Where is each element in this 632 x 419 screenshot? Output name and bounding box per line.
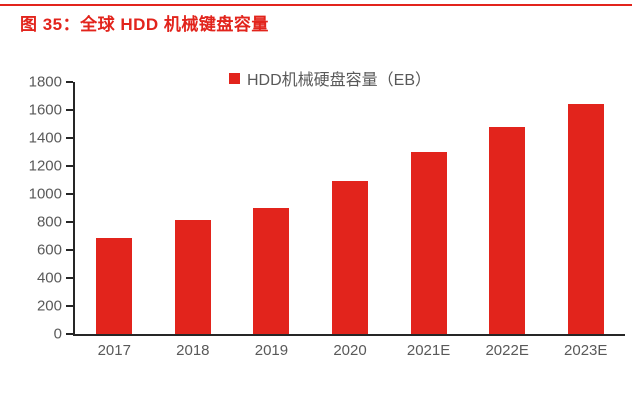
bar-2018 <box>174 219 211 334</box>
y-tick-mark <box>66 81 73 83</box>
y-tick-mark <box>66 165 73 167</box>
y-tick-label: 400 <box>36 269 62 287</box>
y-tick-mark <box>66 221 73 223</box>
x-tick-label-2020: 2020 <box>333 342 367 359</box>
y-tick-label: 1800 <box>28 73 62 91</box>
bar-2017 <box>96 238 133 334</box>
y-axis-labels: 0 200 400 600 800 1000 1200 1400 1600 1800 <box>0 75 62 342</box>
x-tick-label-2022E: 2022E <box>485 342 529 359</box>
legend-swatch-icon <box>228 72 240 84</box>
y-tick-label: 1200 <box>28 157 62 175</box>
x-tick-label-2021E: 2021E <box>406 342 451 359</box>
x-axis-labels: 2017 2018 2019 2020 2021E 2022E 2023E <box>75 343 625 361</box>
y-tick-mark <box>66 193 73 195</box>
y-tick-label: 800 <box>36 213 62 231</box>
x-tick-label-2023E: 2023E <box>564 342 608 359</box>
y-tick-mark <box>66 137 73 139</box>
bar-2023E <box>567 103 604 334</box>
y-tick-mark <box>66 333 73 335</box>
bar-2019 <box>253 208 290 334</box>
y-tick-label: 0 <box>53 325 62 343</box>
chart-legend: HDD机械硬盘容量（EB） <box>55 68 605 89</box>
x-tick-label-2018: 2018 <box>176 342 210 359</box>
y-tick-label: 1400 <box>28 129 62 147</box>
x-tick-label-2017: 2017 <box>97 342 131 359</box>
y-tick-label: 600 <box>36 241 62 259</box>
y-tick-mark <box>66 305 73 307</box>
figure-title: 图 35：全球 HDD 机械键盘容量 <box>20 15 269 34</box>
legend-label: HDD机械硬盘容量（EB） <box>246 72 431 89</box>
bar-2021E <box>410 152 447 334</box>
y-tick-mark <box>66 109 73 111</box>
bar-2022E <box>489 126 526 334</box>
y-tick-label: 200 <box>36 297 62 315</box>
x-tick-label-2019: 2019 <box>254 342 289 359</box>
header-rule <box>0 4 632 6</box>
y-tick-label: 1600 <box>28 101 62 119</box>
bar-2020 <box>332 181 368 334</box>
y-tick-mark <box>66 249 73 251</box>
plot-area: HDD机械硬盘容量（EB） 2017 2018 2019 2020 2021E 2022E… <box>66 72 625 358</box>
y-tick-label: 1000 <box>28 185 62 203</box>
y-tick-mark <box>66 277 73 279</box>
